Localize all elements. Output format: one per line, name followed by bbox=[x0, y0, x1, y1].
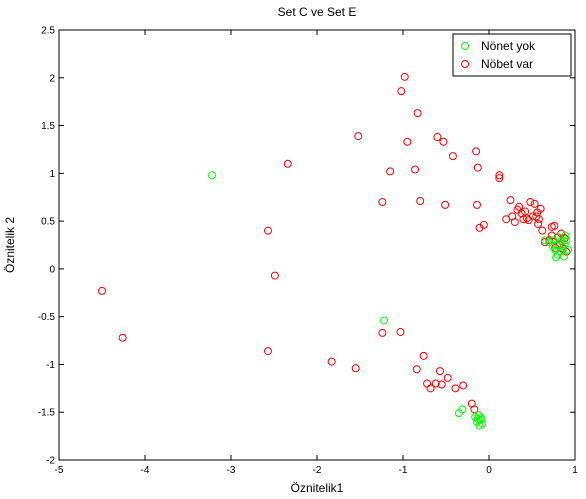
data-point bbox=[540, 236, 549, 245]
y-tick-label: 1 bbox=[49, 169, 55, 180]
y-tick-label: -2 bbox=[46, 456, 55, 467]
data-point bbox=[419, 351, 428, 360]
data-point bbox=[416, 197, 425, 206]
data-point bbox=[519, 215, 528, 224]
data-point bbox=[478, 419, 487, 428]
data-point bbox=[98, 286, 106, 295]
data-point bbox=[526, 198, 535, 206]
x-tick-label: -3 bbox=[227, 465, 236, 476]
data-point bbox=[118, 333, 127, 342]
data-point bbox=[475, 223, 484, 232]
y-axis-ticks: -2 -1.5 -1 -0.5 0 0.5 1 1.5 2 2.5 bbox=[38, 26, 575, 467]
data-point bbox=[552, 253, 561, 262]
plot-area bbox=[58, 29, 576, 461]
data-point bbox=[439, 137, 448, 146]
data-point bbox=[534, 219, 543, 228]
legend-label: Nöbet var bbox=[481, 57, 533, 71]
data-point bbox=[448, 152, 457, 161]
data-point bbox=[473, 163, 482, 172]
y-tick-label: -0.5 bbox=[38, 312, 56, 323]
chart-title: Set C ve Set E bbox=[278, 5, 357, 19]
data-point bbox=[263, 347, 272, 356]
y-tick-label: 1.5 bbox=[41, 121, 55, 132]
legend: Nönet yok Nöbet var bbox=[452, 33, 572, 77]
data-point bbox=[559, 252, 568, 261]
data-point bbox=[208, 171, 217, 180]
data-point bbox=[534, 215, 543, 224]
data-point bbox=[495, 171, 504, 180]
data-point bbox=[551, 245, 560, 254]
data-point bbox=[549, 236, 558, 245]
x-axis-ticks: -5 -4 -3 -2 -1 0 1 bbox=[55, 30, 578, 476]
x-axis-label: Öznitelik1 bbox=[291, 481, 344, 495]
data-point bbox=[564, 245, 573, 254]
data-point bbox=[530, 199, 539, 208]
data-point bbox=[426, 384, 435, 393]
data-point bbox=[441, 200, 450, 209]
data-point bbox=[561, 231, 570, 240]
data-point bbox=[470, 405, 479, 414]
data-point bbox=[532, 212, 541, 221]
data-point bbox=[451, 384, 460, 393]
data-point bbox=[477, 413, 486, 422]
data-point bbox=[506, 196, 515, 205]
data-point bbox=[437, 380, 446, 389]
data-point bbox=[270, 271, 279, 280]
data-point bbox=[354, 132, 363, 141]
x-tick-label: 1 bbox=[572, 465, 578, 476]
legend-box bbox=[452, 33, 572, 77]
data-point bbox=[473, 414, 482, 423]
data-point bbox=[433, 133, 442, 142]
x-tick-label: -1 bbox=[399, 465, 408, 476]
data-points bbox=[98, 72, 573, 430]
y-tick-label: 0.5 bbox=[41, 217, 55, 228]
data-point bbox=[431, 379, 440, 388]
data-point bbox=[435, 367, 444, 376]
x-tick-label: -5 bbox=[55, 465, 64, 476]
y-tick-label: -1 bbox=[46, 360, 55, 371]
data-point bbox=[495, 174, 504, 183]
data-point bbox=[380, 316, 389, 325]
data-point bbox=[479, 220, 488, 229]
y-tick-label: 2 bbox=[49, 73, 55, 84]
data-point bbox=[443, 373, 452, 382]
x-tick-label: 0 bbox=[486, 465, 492, 476]
data-point bbox=[472, 200, 481, 209]
x-tick-label: -2 bbox=[313, 465, 322, 476]
y-tick-label: 0 bbox=[49, 264, 55, 275]
data-point bbox=[538, 226, 547, 235]
data-point bbox=[472, 147, 481, 156]
data-point bbox=[521, 207, 530, 216]
legend-marker bbox=[461, 60, 469, 68]
data-point bbox=[403, 137, 412, 146]
data-point bbox=[413, 109, 422, 118]
data-point bbox=[397, 87, 406, 96]
data-point bbox=[263, 226, 272, 235]
data-point bbox=[327, 357, 336, 366]
data-point bbox=[411, 165, 420, 174]
y-axis-label: Öznitelik 2 bbox=[3, 217, 17, 273]
x-tick-label: -4 bbox=[141, 465, 150, 476]
data-point bbox=[386, 167, 395, 176]
data-point bbox=[562, 236, 571, 245]
data-point bbox=[400, 72, 409, 81]
data-point bbox=[283, 159, 292, 168]
data-point bbox=[515, 202, 524, 211]
data-point bbox=[412, 365, 421, 374]
data-point bbox=[459, 381, 468, 390]
data-point bbox=[458, 405, 467, 414]
data-point bbox=[351, 364, 360, 373]
y-tick-label: 2.5 bbox=[41, 26, 55, 37]
data-point bbox=[378, 328, 387, 337]
y-tick-label: -1.5 bbox=[38, 408, 56, 419]
data-point bbox=[396, 327, 405, 336]
legend-marker bbox=[461, 42, 469, 50]
data-point bbox=[550, 221, 559, 230]
data-point bbox=[510, 218, 519, 227]
data-point bbox=[378, 198, 387, 206]
legend-label: Nönet yok bbox=[481, 39, 536, 53]
series-nonet-yok bbox=[208, 171, 573, 430]
